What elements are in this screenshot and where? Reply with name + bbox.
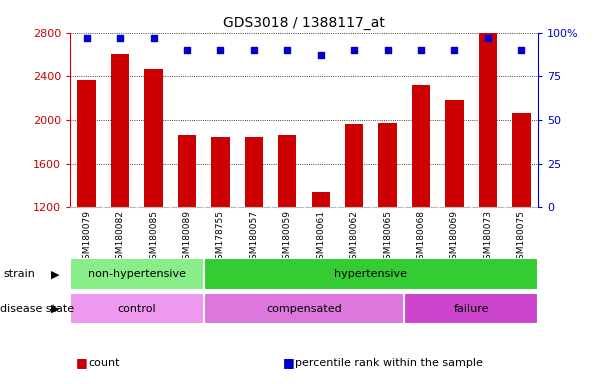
Text: GSM180069: GSM180069: [450, 210, 459, 265]
Text: non-hypertensive: non-hypertensive: [88, 269, 186, 279]
Title: GDS3018 / 1388117_at: GDS3018 / 1388117_at: [223, 16, 385, 30]
Text: GSM180073: GSM180073: [483, 210, 492, 265]
Bar: [445, 100, 464, 207]
Bar: [111, 55, 130, 207]
Text: GSM180059: GSM180059: [283, 210, 292, 265]
Point: [416, 47, 426, 53]
Point: [182, 47, 192, 53]
Bar: [204, 293, 404, 324]
Bar: [204, 258, 538, 290]
Point: [249, 47, 259, 53]
Text: GSM180061: GSM180061: [316, 210, 325, 265]
Bar: [478, 33, 497, 207]
Bar: [211, 137, 230, 207]
Point: [449, 47, 460, 53]
Bar: [404, 293, 538, 324]
Bar: [412, 85, 430, 207]
Text: GSM180082: GSM180082: [116, 210, 125, 265]
Text: compensated: compensated: [266, 304, 342, 314]
Text: disease state: disease state: [0, 304, 74, 314]
Text: percentile rank within the sample: percentile rank within the sample: [295, 358, 483, 368]
Point: [215, 47, 225, 53]
Bar: [244, 137, 263, 207]
Text: ▶: ▶: [50, 269, 59, 279]
Text: strain: strain: [3, 269, 35, 279]
Text: count: count: [88, 358, 120, 368]
Text: GSM180068: GSM180068: [416, 210, 426, 265]
Text: GSM180057: GSM180057: [249, 210, 258, 265]
Point: [383, 47, 393, 53]
Bar: [311, 192, 330, 207]
Text: GSM180065: GSM180065: [383, 210, 392, 265]
Bar: [278, 135, 297, 207]
Point: [115, 35, 125, 41]
Point: [81, 35, 91, 41]
Text: GSM180085: GSM180085: [149, 210, 158, 265]
Bar: [77, 79, 96, 207]
Text: GSM180062: GSM180062: [350, 210, 359, 265]
Text: ■: ■: [283, 356, 294, 369]
Text: control: control: [117, 304, 156, 314]
Point: [349, 47, 359, 53]
Bar: [70, 258, 204, 290]
Point: [483, 35, 493, 41]
Point: [148, 35, 158, 41]
Text: GSM180079: GSM180079: [82, 210, 91, 265]
Text: GSM178755: GSM178755: [216, 210, 225, 265]
Text: GSM180075: GSM180075: [517, 210, 526, 265]
Bar: [70, 293, 204, 324]
Bar: [178, 135, 196, 207]
Point: [316, 52, 326, 58]
Text: GSM180089: GSM180089: [182, 210, 192, 265]
Bar: [378, 123, 397, 207]
Text: ■: ■: [76, 356, 88, 369]
Bar: [144, 69, 163, 207]
Bar: [512, 113, 531, 207]
Text: hypertensive: hypertensive: [334, 269, 407, 279]
Point: [517, 47, 527, 53]
Text: failure: failure: [454, 304, 489, 314]
Bar: [345, 124, 364, 207]
Point: [282, 47, 292, 53]
Text: ▶: ▶: [50, 304, 59, 314]
